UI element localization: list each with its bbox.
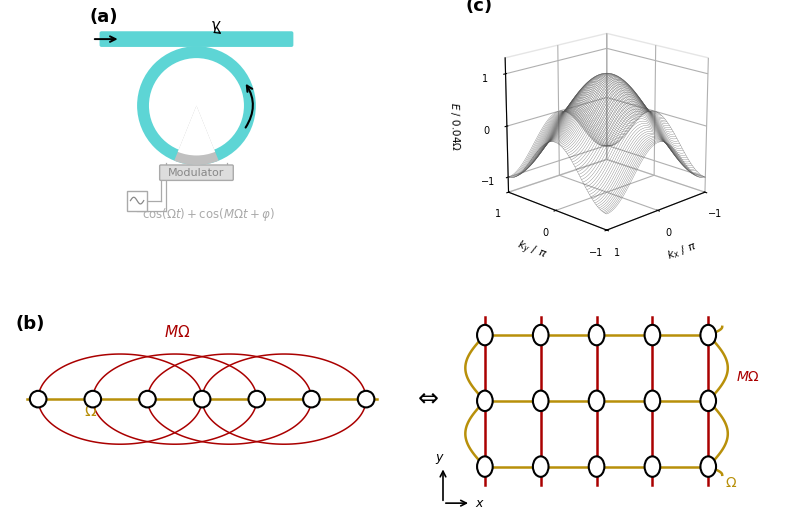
Text: Modulator: Modulator xyxy=(168,167,225,178)
Circle shape xyxy=(477,325,493,345)
Text: (c): (c) xyxy=(466,0,493,15)
X-axis label: $k_x$ / $\pi$: $k_x$ / $\pi$ xyxy=(666,240,699,263)
Circle shape xyxy=(477,456,493,477)
Wedge shape xyxy=(174,105,218,165)
Circle shape xyxy=(645,391,660,411)
FancyBboxPatch shape xyxy=(127,191,147,210)
Text: (a): (a) xyxy=(90,8,118,26)
FancyBboxPatch shape xyxy=(160,165,234,180)
Circle shape xyxy=(701,325,716,345)
Circle shape xyxy=(477,391,493,411)
Y-axis label: $k_y$ / $\pi$: $k_y$ / $\pi$ xyxy=(514,238,549,264)
Circle shape xyxy=(533,325,549,345)
Text: (b): (b) xyxy=(15,315,45,333)
Text: $\cos(\Omega t) + \cos(M\Omega t + \varphi)$: $\cos(\Omega t) + \cos(M\Omega t + \varp… xyxy=(142,206,274,223)
Circle shape xyxy=(139,391,156,408)
Circle shape xyxy=(533,391,549,411)
Text: $\gamma$: $\gamma$ xyxy=(210,19,222,34)
Circle shape xyxy=(589,391,604,411)
Circle shape xyxy=(303,391,320,408)
Text: $x$: $x$ xyxy=(475,497,485,510)
Circle shape xyxy=(533,456,549,477)
Text: $\Leftrightarrow$: $\Leftrightarrow$ xyxy=(413,385,439,409)
Circle shape xyxy=(249,391,265,408)
Wedge shape xyxy=(178,105,215,155)
Circle shape xyxy=(701,456,716,477)
Circle shape xyxy=(358,391,374,408)
Text: $M\Omega$: $M\Omega$ xyxy=(165,324,190,340)
Text: $\Omega$: $\Omega$ xyxy=(725,476,737,490)
Circle shape xyxy=(589,325,604,345)
Text: $\Omega$: $\Omega$ xyxy=(84,403,98,419)
Circle shape xyxy=(30,391,46,408)
Text: $y$: $y$ xyxy=(435,452,445,466)
Circle shape xyxy=(645,325,660,345)
Circle shape xyxy=(137,46,256,165)
Circle shape xyxy=(589,456,604,477)
Circle shape xyxy=(85,391,101,408)
FancyBboxPatch shape xyxy=(99,31,294,47)
Circle shape xyxy=(194,391,210,408)
Circle shape xyxy=(149,58,244,153)
Text: $M\Omega$: $M\Omega$ xyxy=(736,370,760,384)
Circle shape xyxy=(701,391,716,411)
Circle shape xyxy=(645,456,660,477)
